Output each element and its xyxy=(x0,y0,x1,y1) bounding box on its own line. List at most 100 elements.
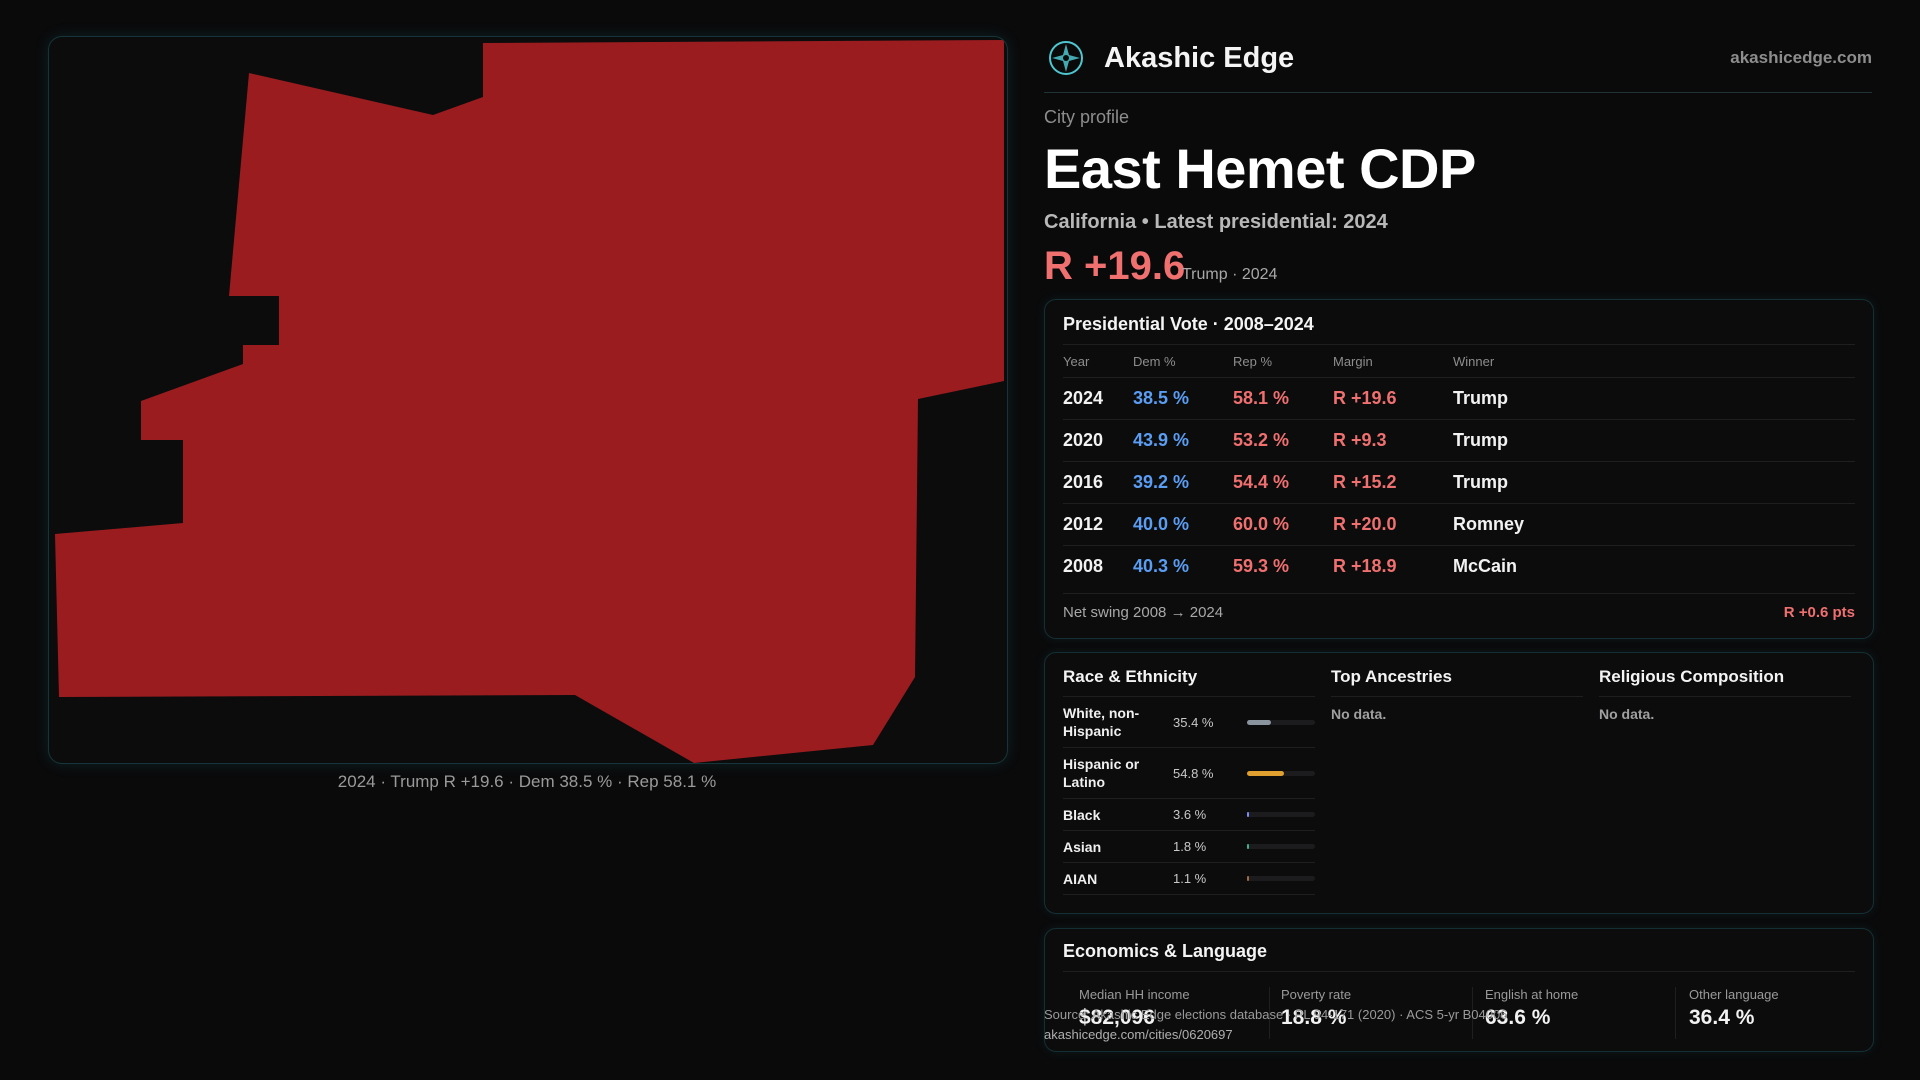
year-cell: 2008 xyxy=(1063,556,1104,576)
dem-cell: 40.0 % xyxy=(1133,514,1190,534)
card-title: Presidential Vote · 2008–2024 xyxy=(1063,314,1314,334)
vote-table: Year Dem % Rep % Margin Winner 2024 38.5… xyxy=(1063,344,1855,587)
race-bar xyxy=(1247,770,1315,776)
table-row: 2008 40.3 % 59.3 % R +18.9 McCain xyxy=(1063,545,1855,587)
race-value: 54.8 % xyxy=(1173,765,1214,781)
dem-cell: 38.5 % xyxy=(1133,388,1190,408)
column-header: Winner xyxy=(1453,353,1495,369)
source-text: Source: Akashic Edge elections database … xyxy=(1044,1007,1508,1022)
margin-value: R +19.6 xyxy=(1044,244,1186,288)
section-title: Race & Ethnicity xyxy=(1063,667,1315,697)
rep-cell: 60.0 % xyxy=(1233,514,1290,534)
card-title: Economics & Language xyxy=(1063,941,1268,961)
race-value: 3.6 % xyxy=(1173,807,1207,822)
dem-cell: 43.9 % xyxy=(1133,430,1190,450)
race-row: Hispanic or Latino 54.8 % xyxy=(1063,748,1315,799)
stat-other-language: Other language 36.4 % xyxy=(1689,987,1884,1039)
headline-margin: R +19.6 Trump · 2024 xyxy=(1044,244,1872,290)
stat-value: 18.8 % xyxy=(1281,1006,1347,1029)
race-row: White, non-Hispanic 35.4 % xyxy=(1063,697,1315,748)
page-kicker: City profile xyxy=(1044,107,1130,127)
compass-star-icon[interactable] xyxy=(1048,40,1084,76)
economics-card: Economics & Language Median HH income $8… xyxy=(1044,928,1874,1052)
race-row: AIAN 1.1 % xyxy=(1063,863,1315,895)
winner-cell: McCain xyxy=(1453,556,1518,576)
demographics-card: Race & Ethnicity White, non-Hispanic 35.… xyxy=(1044,652,1874,914)
margin-note: Trump · 2024 xyxy=(1182,266,1278,283)
race-bar xyxy=(1247,844,1315,849)
divider xyxy=(1269,987,1270,1039)
margin-cell: R +19.6 xyxy=(1333,388,1397,408)
table-row: 2012 40.0 % 60.0 % R +20.0 Romney xyxy=(1063,503,1855,545)
race-value: 1.8 % xyxy=(1173,839,1207,854)
dem-cell: 39.2 % xyxy=(1133,472,1190,492)
race-bar-fill xyxy=(1247,844,1249,849)
margin-cell: R +15.2 xyxy=(1333,472,1397,492)
race-label: Black xyxy=(1063,806,1101,823)
rep-cell: 58.1 % xyxy=(1233,388,1290,408)
map-caption: 2024 · Trump R +19.6 · Dem 38.5 % · Rep … xyxy=(337,772,717,791)
winner-cell: Trump xyxy=(1453,430,1509,450)
city-boundary-map[interactable] xyxy=(48,36,1008,764)
stat-value: $82,096 xyxy=(1079,1006,1155,1029)
race-label: Asian xyxy=(1063,838,1102,855)
empty-message: No data. xyxy=(1599,706,1655,722)
race-bar xyxy=(1247,876,1315,881)
section-title: Religious Composition xyxy=(1599,667,1851,697)
table-row: 2016 39.2 % 54.4 % R +15.2 Trump xyxy=(1063,461,1855,503)
stat-english-home: English at home 63.6 % xyxy=(1485,987,1680,1039)
race-bar xyxy=(1247,719,1315,725)
year-cell: 2016 xyxy=(1063,472,1104,492)
brand-name[interactable]: Akashic Edge xyxy=(1104,42,1295,74)
race-bar-fill xyxy=(1247,876,1249,881)
table-row: 2020 43.9 % 53.2 % R +9.3 Trump xyxy=(1063,419,1855,461)
divider xyxy=(1472,987,1473,1039)
source-footer: Source: Akashic Edge elections database … xyxy=(1044,1005,1507,1045)
stat-value: 63.6 % xyxy=(1485,1006,1551,1029)
brand-bar: Akashic Edge akashicedge.com xyxy=(1044,36,1872,93)
table-header: Year Dem % Rep % Margin Winner xyxy=(1063,344,1855,377)
race-bar-fill xyxy=(1247,812,1249,817)
net-swing-row: Net swing 2008 → 2024 R +0.6 pts xyxy=(1063,593,1855,632)
dem-cell: 40.3 % xyxy=(1133,556,1190,576)
race-bar-fill xyxy=(1247,719,1271,725)
profile-header: Akashic Edge akashicedge.com City profil… xyxy=(1044,36,1872,290)
column-header: Dem % xyxy=(1133,353,1176,369)
winner-cell: Trump xyxy=(1453,472,1509,492)
year-cell: 2024 xyxy=(1063,388,1104,408)
race-value: 1.1 % xyxy=(1173,871,1207,886)
rep-cell: 59.3 % xyxy=(1233,556,1290,576)
presidential-vote-card: Presidential Vote · 2008–2024 Year Dem %… xyxy=(1044,299,1874,639)
race-label: White, non-Hispanic xyxy=(1063,705,1140,739)
site-domain[interactable]: akashicedge.com xyxy=(1730,48,1872,67)
table-row: 2024 38.5 % 58.1 % R +19.6 Trump xyxy=(1063,377,1855,419)
winner-cell: Romney xyxy=(1453,514,1525,534)
stat-value: 36.4 % xyxy=(1689,1006,1755,1029)
source-url[interactable]: akashicedge.com/cities/0620697 xyxy=(1044,1027,1233,1042)
race-label: Hispanic or Latino xyxy=(1063,756,1140,790)
stat-label: Other language xyxy=(1689,987,1779,1002)
stat-median-income: Median HH income $82,096 xyxy=(1079,987,1274,1039)
race-label: AIAN xyxy=(1063,870,1098,887)
stat-poverty-rate: Poverty rate 18.8 % xyxy=(1281,987,1476,1039)
empty-message: No data. xyxy=(1331,706,1387,722)
race-row: Asian 1.8 % xyxy=(1063,831,1315,863)
divider xyxy=(1675,987,1676,1039)
page-subtitle: California • Latest presidential: 2024 xyxy=(1044,211,1388,233)
margin-cell: R +9.3 xyxy=(1333,430,1387,450)
margin-cell: R +20.0 xyxy=(1333,514,1397,534)
section-title: Top Ancestries xyxy=(1331,667,1583,697)
winner-cell: Trump xyxy=(1453,388,1509,408)
rep-cell: 53.2 % xyxy=(1233,430,1290,450)
column-header: Year xyxy=(1063,353,1090,369)
rep-cell: 54.4 % xyxy=(1233,472,1290,492)
city-boundary-shape xyxy=(55,40,1004,763)
year-cell: 2012 xyxy=(1063,514,1104,534)
race-ethnicity-section: Race & Ethnicity White, non-Hispanic 35.… xyxy=(1063,667,1315,895)
page-title: East Hemet CDP xyxy=(1044,137,1476,200)
margin-cell: R +18.9 xyxy=(1333,556,1397,576)
column-header: Rep % xyxy=(1233,353,1273,369)
religion-section: Religious Composition No data. xyxy=(1599,667,1851,722)
race-value: 35.4 % xyxy=(1173,714,1214,730)
net-swing-label: Net swing 2008 → 2024 xyxy=(1063,604,1224,621)
